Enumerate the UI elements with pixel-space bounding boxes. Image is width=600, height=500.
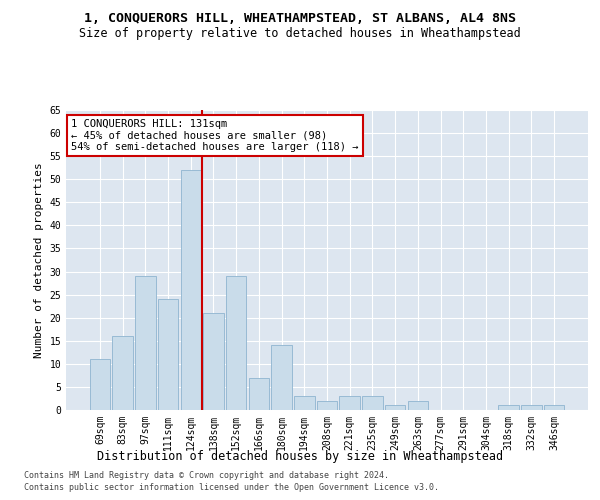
Text: 1, CONQUERORS HILL, WHEATHAMPSTEAD, ST ALBANS, AL4 8NS: 1, CONQUERORS HILL, WHEATHAMPSTEAD, ST A… [84,12,516,26]
Bar [499,406,519,410]
Text: Size of property relative to detached houses in Wheathampstead: Size of property relative to detached ho… [79,28,521,40]
Bar [248,378,269,410]
Text: Distribution of detached houses by size in Wheathampstead: Distribution of detached houses by size … [97,450,503,463]
Bar [544,406,564,410]
Bar [385,406,406,410]
Text: Contains HM Land Registry data © Crown copyright and database right 2024.: Contains HM Land Registry data © Crown c… [24,471,389,480]
Text: Contains public sector information licensed under the Open Government Licence v3: Contains public sector information licen… [24,484,439,492]
Bar [203,313,224,410]
Bar [294,396,314,410]
Bar [407,401,428,410]
Bar [226,276,247,410]
Bar [181,170,201,410]
Bar [317,401,337,410]
Bar [112,336,133,410]
Y-axis label: Number of detached properties: Number of detached properties [34,162,44,358]
Bar [90,359,110,410]
Bar [158,299,178,410]
Bar [271,346,292,410]
Bar [135,276,155,410]
Bar [362,396,383,410]
Bar [521,406,542,410]
Bar [340,396,360,410]
Text: 1 CONQUERORS HILL: 131sqm
← 45% of detached houses are smaller (98)
54% of semi-: 1 CONQUERORS HILL: 131sqm ← 45% of detac… [71,119,359,152]
